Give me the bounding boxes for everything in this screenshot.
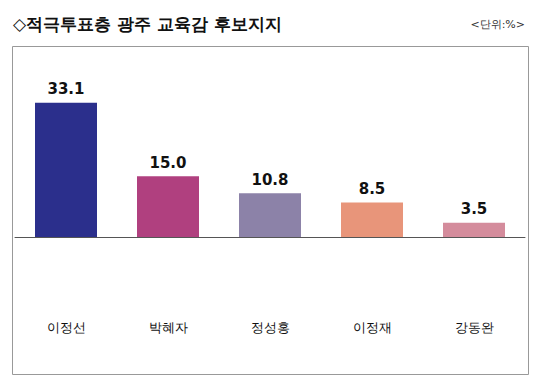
svg-text:<단위:%>: <단위:%> — [470, 18, 525, 31]
svg-text:정성홍: 정성홍 — [251, 320, 290, 335]
svg-text:33.1: 33.1 — [47, 80, 84, 98]
svg-text:박혜자: 박혜자 — [149, 320, 188, 335]
svg-text:8.5: 8.5 — [359, 180, 386, 198]
svg-text:3.5: 3.5 — [461, 200, 488, 218]
svg-text:이정재: 이정재 — [353, 320, 392, 335]
svg-text:강동완: 강동완 — [455, 320, 494, 335]
svg-text:15.0: 15.0 — [149, 154, 186, 172]
svg-text:◇적극투표층 광주 교육감 후보지지: ◇적극투표층 광주 교육감 후보지지 — [13, 14, 282, 34]
svg-text:10.8: 10.8 — [251, 171, 288, 189]
svg-text:이정선: 이정선 — [47, 320, 86, 335]
